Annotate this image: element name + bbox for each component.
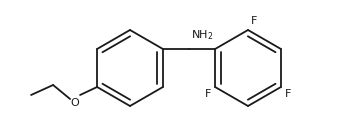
Text: O: O (71, 98, 79, 108)
Text: F: F (251, 16, 257, 26)
Text: NH$_2$: NH$_2$ (191, 28, 214, 42)
Text: F: F (205, 89, 211, 99)
Text: F: F (285, 89, 291, 99)
